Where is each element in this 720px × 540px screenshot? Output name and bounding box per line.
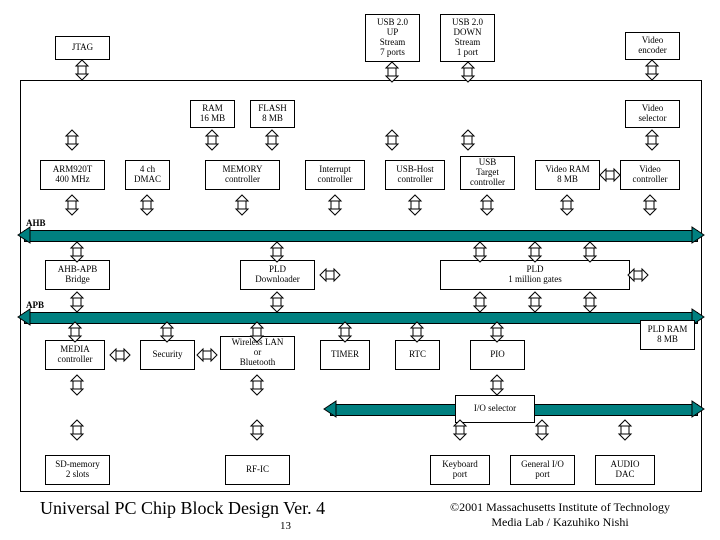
page-number: 13 [280, 520, 291, 532]
copyright: ©2001 Massachusetts Institute of Technol… [410, 500, 710, 530]
page-title: Universal PC Chip Block Design Ver. 4 [40, 498, 325, 519]
connectors [0, 0, 720, 540]
